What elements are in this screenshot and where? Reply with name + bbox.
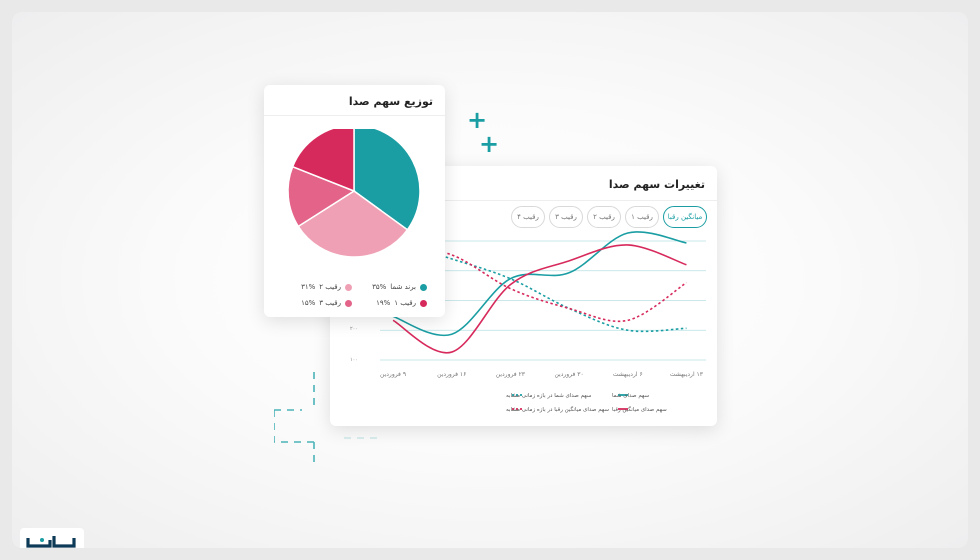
legend-label: برند شما: [390, 283, 416, 291]
filter-pill-rival-4[interactable]: رقیب ۴: [511, 206, 545, 228]
x-tick-label: ۲۳ فروردین: [496, 371, 526, 378]
legend-value: ۳۵%: [372, 283, 387, 291]
legend-label: سهم صدای میانگین رقبا: [612, 406, 667, 413]
pie-slice: [297, 190, 409, 258]
series-line: [392, 244, 687, 354]
canvas-background: + + تغییرات سهم صدا میانگین رقبا رقیب ۱ …: [12, 12, 968, 548]
x-tick-label: ۱۶ فروردین: [437, 371, 466, 378]
series-line: [392, 231, 687, 337]
legend-label: رقیب ۲: [319, 283, 341, 291]
pie-slice: [353, 129, 421, 231]
series-line: [392, 244, 687, 323]
pie-slice: [291, 129, 355, 193]
legend-value: ۱۵%: [301, 299, 316, 307]
divider: [330, 200, 717, 201]
pie-legend-rival-2: رقیب ۲ ۳۱%: [301, 283, 352, 291]
legend-value: ۱۹%: [376, 299, 391, 307]
pie-legend-rival-1: رقیب ۱ ۱۹%: [376, 299, 427, 307]
pie-chart: [287, 129, 421, 258]
plus-icon: +: [467, 106, 488, 134]
pie-chart-card: توزیع سهم صدا برند شما ۳۵% رقیب ۲ ۳۱% رق…: [264, 85, 445, 317]
filter-pill-rival-2[interactable]: رقیب ۲: [587, 206, 621, 228]
legend-swatch: [420, 283, 427, 291]
series-line: [392, 240, 687, 333]
legend-label: رقیب ۱: [394, 299, 416, 307]
x-tick-label: ۹ فروردین: [380, 371, 406, 378]
legend-label: سهم صدای شما در بازه زمانی مشابه: [506, 393, 592, 399]
plus-icon: +: [479, 130, 500, 158]
legend-label: سهم صدای میانگین رقبا در بازه زمانی مشاب…: [506, 406, 609, 413]
legend-label: رقیب ۳: [319, 299, 341, 307]
pie-slice: [287, 165, 356, 228]
dataak-logo: [20, 528, 84, 548]
y-tick-label: ۱۰۰: [350, 357, 358, 363]
x-tick-label: ۳۰ فروردین: [554, 371, 583, 378]
pie-chart-title: توزیع سهم صدا: [348, 95, 433, 108]
legend-label: سهم صدای شما: [612, 393, 650, 399]
x-tick-label: ۶ اردیبهشت: [613, 371, 643, 378]
y-tick-label: ۲۰۰: [350, 326, 358, 332]
x-tick-label: ۱۳ اردیبهشت: [670, 371, 704, 378]
legend-swatch: [420, 299, 427, 307]
divider: [264, 115, 445, 116]
pie-legend-your-brand: برند شما ۳۵%: [372, 283, 427, 291]
filter-pill-rival-1[interactable]: رقیب ۱: [625, 206, 659, 228]
filter-pill-competitors-average[interactable]: میانگین رقبا: [663, 206, 707, 228]
pie-legend-rival-3: رقیب ۳ ۱۵%: [301, 299, 352, 307]
line-chart-title: تغییرات سهم صدا: [608, 178, 705, 191]
legend-value: ۳۱%: [301, 283, 316, 291]
filter-pill-rival-3[interactable]: رقیب ۳: [549, 206, 583, 228]
legend-swatch: [345, 299, 352, 307]
legend-swatch: [345, 283, 352, 291]
dashed-decoration: [274, 372, 382, 462]
logo-mark: [26, 536, 76, 548]
